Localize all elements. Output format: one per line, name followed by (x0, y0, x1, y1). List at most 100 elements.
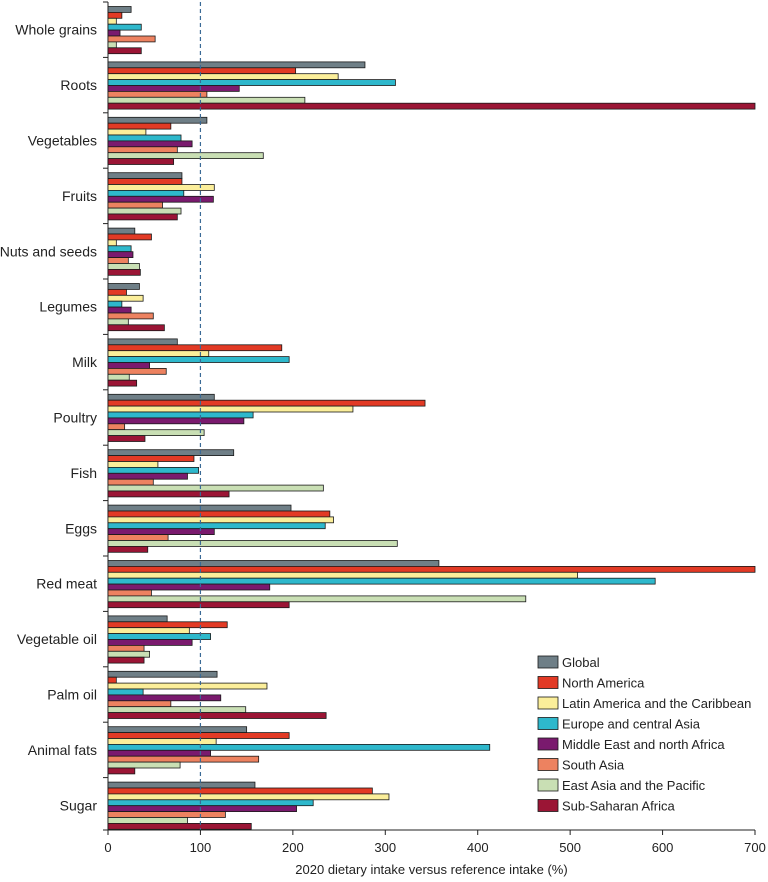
bar-legumes-middle-east-and-north-africa (107, 306, 132, 314)
bar-milk-east-asia-and-the-pacific (107, 373, 130, 381)
bar-nuts-and-seeds-middle-east-and-north-africa (107, 251, 134, 258)
bar-sugar-latin-america-and-the-caribbean (107, 793, 390, 801)
legend-swatch-middle-east-and-north-africa (537, 737, 559, 751)
bar-sugar-north-america (107, 787, 373, 795)
bar-red-meat-south-asia (107, 589, 152, 597)
bar-vegetable-oil-sub-saharan-africa (107, 656, 145, 664)
bar-legumes-latin-america-and-the-caribbean (107, 294, 144, 302)
legend-label-europe-and-central-asia: Europe and central Asia (562, 717, 701, 732)
bar-vegetable-oil-south-asia (107, 645, 145, 652)
bar-fish-latin-america-and-the-caribbean (107, 461, 159, 468)
bar-nuts-and-seeds-latin-america-and-the-caribbean (107, 239, 117, 247)
x-tick-label: 200 (282, 840, 304, 855)
bar-red-meat-global (107, 560, 440, 567)
category-label-sugar: Sugar (60, 797, 98, 813)
legend-label-north-america: North America (562, 676, 645, 691)
bar-palm-oil-north-america (107, 676, 117, 684)
bar-vegetables-sub-saharan-africa (107, 158, 175, 165)
bar-legumes-north-america (107, 288, 127, 296)
bar-roots-south-asia (107, 91, 208, 98)
bar-milk-sub-saharan-africa (107, 379, 138, 387)
bar-whole-grains-east-asia-and-the-pacific (107, 41, 117, 49)
bar-vegetables-middle-east-and-north-africa (107, 140, 193, 148)
category-label-red-meat: Red meat (36, 576, 97, 592)
bar-fruits-europe-and-central-asia (107, 189, 185, 197)
bar-vegetables-east-asia-and-the-pacific (107, 152, 264, 159)
category-labels: Whole grains Roots Vegetables Fruits Nuts an… (0, 1, 108, 831)
bar-nuts-and-seeds-east-asia-and-the-pacific (107, 263, 140, 270)
bar-poultry-east-asia-and-the-pacific (107, 429, 205, 437)
bar-fruits-latin-america-and-the-caribbean (107, 184, 215, 191)
bar-animal-fats-global (107, 726, 248, 734)
bar-roots-north-america (107, 67, 297, 75)
bar-legumes-global (107, 283, 140, 290)
bar-poultry-south-asia (107, 423, 126, 431)
bar-roots-europe-and-central-asia (107, 79, 396, 86)
bar-nuts-and-seeds-north-america (107, 233, 152, 241)
bar-animal-fats-east-asia-and-the-pacific (107, 761, 181, 769)
category-label-milk: Milk (72, 354, 98, 370)
bar-legumes-sub-saharan-africa (107, 324, 165, 332)
bar-vegetable-oil-middle-east-and-north-africa (107, 639, 193, 646)
x-tick-label: 0 (104, 840, 111, 855)
bar-palm-oil-latin-america-and-the-caribbean (107, 682, 268, 690)
bar-roots-sub-saharan-africa (107, 102, 756, 110)
bar-fish-south-asia (107, 478, 154, 486)
bar-poultry-middle-east-and-north-africa (107, 417, 245, 425)
bar-whole-grains-middle-east-and-north-africa (107, 29, 121, 37)
bar-nuts-and-seeds-sub-saharan-africa (107, 268, 141, 276)
bar-poultry-north-america (107, 399, 426, 407)
category-label-animal-fats: Animal fats (28, 742, 97, 758)
bar-fish-north-america (107, 455, 195, 462)
bar-sugar-sub-saharan-africa (107, 823, 252, 830)
bar-whole-grains-north-america (107, 11, 123, 19)
legend-label-latin-america-and-the-caribbean: Latin America and the Caribbean (562, 696, 751, 711)
bar-animal-fats-south-asia (107, 755, 260, 763)
bar-red-meat-europe-and-central-asia (107, 577, 656, 585)
bar-red-meat-sub-saharan-africa (107, 601, 290, 609)
category-label-vegetables: Vegetables (28, 133, 97, 149)
bar-nuts-and-seeds-europe-and-central-asia (107, 245, 132, 253)
category-label-eggs: Eggs (65, 520, 97, 536)
bar-milk-global (107, 338, 178, 346)
x-axis-title: 2020 dietary intake versus reference int… (295, 862, 567, 877)
bar-fruits-east-asia-and-the-pacific (107, 207, 182, 215)
legend-label-middle-east-and-north-africa: Middle East and north Africa (562, 737, 725, 752)
bar-eggs-north-america (107, 510, 331, 518)
bar-red-meat-east-asia-and-the-pacific (107, 595, 527, 603)
bar-fish-europe-and-central-asia (107, 466, 199, 474)
legend-swatch-sub-saharan-africa (537, 799, 559, 812)
bar-nuts-and-seeds-global (107, 227, 136, 235)
bar-vegetable-oil-latin-america-and-the-caribbean (107, 627, 190, 635)
bar-palm-oil-east-asia-and-the-pacific (107, 706, 247, 714)
bar-legumes-south-asia (107, 312, 154, 320)
category-label-vegetable-oil: Vegetable oil (17, 631, 97, 647)
category-label-nuts-and-seeds: Nuts and seeds (0, 243, 97, 259)
legend-label-global: Global (562, 655, 600, 670)
bar-milk-latin-america-and-the-caribbean (107, 350, 210, 358)
x-tick-label: 300 (374, 840, 396, 855)
category-label-roots: Roots (60, 77, 97, 93)
bar-milk-middle-east-and-north-africa (107, 362, 150, 369)
category-label-legumes: Legumes (39, 299, 97, 315)
bar-roots-global (107, 61, 366, 69)
bar-eggs-south-asia (107, 534, 169, 541)
bar-fruits-middle-east-and-north-africa (107, 195, 214, 203)
bar-animal-fats-middle-east-and-north-africa (107, 749, 211, 757)
bar-sugar-global (107, 781, 256, 789)
bar-whole-grains-sub-saharan-africa (107, 47, 142, 55)
bar-palm-oil-europe-and-central-asia (107, 688, 144, 696)
bar-animal-fats-europe-and-central-asia (107, 744, 491, 751)
bar-animal-fats-sub-saharan-africa (107, 767, 136, 775)
bar-sugar-south-asia (107, 811, 226, 818)
legend-swatch-global (537, 655, 559, 669)
bar-fish-sub-saharan-africa (107, 490, 230, 498)
legend-swatch-latin-america-and-the-caribbean (537, 696, 559, 710)
bar-fruits-global (107, 172, 183, 179)
bar-poultry-sub-saharan-africa (107, 435, 146, 442)
bar-eggs-global (107, 504, 292, 512)
x-tick-label: 500 (559, 840, 581, 855)
bar-poultry-europe-and-central-asia (107, 411, 254, 419)
bar-vegetable-oil-east-asia-and-the-pacific (107, 650, 150, 658)
